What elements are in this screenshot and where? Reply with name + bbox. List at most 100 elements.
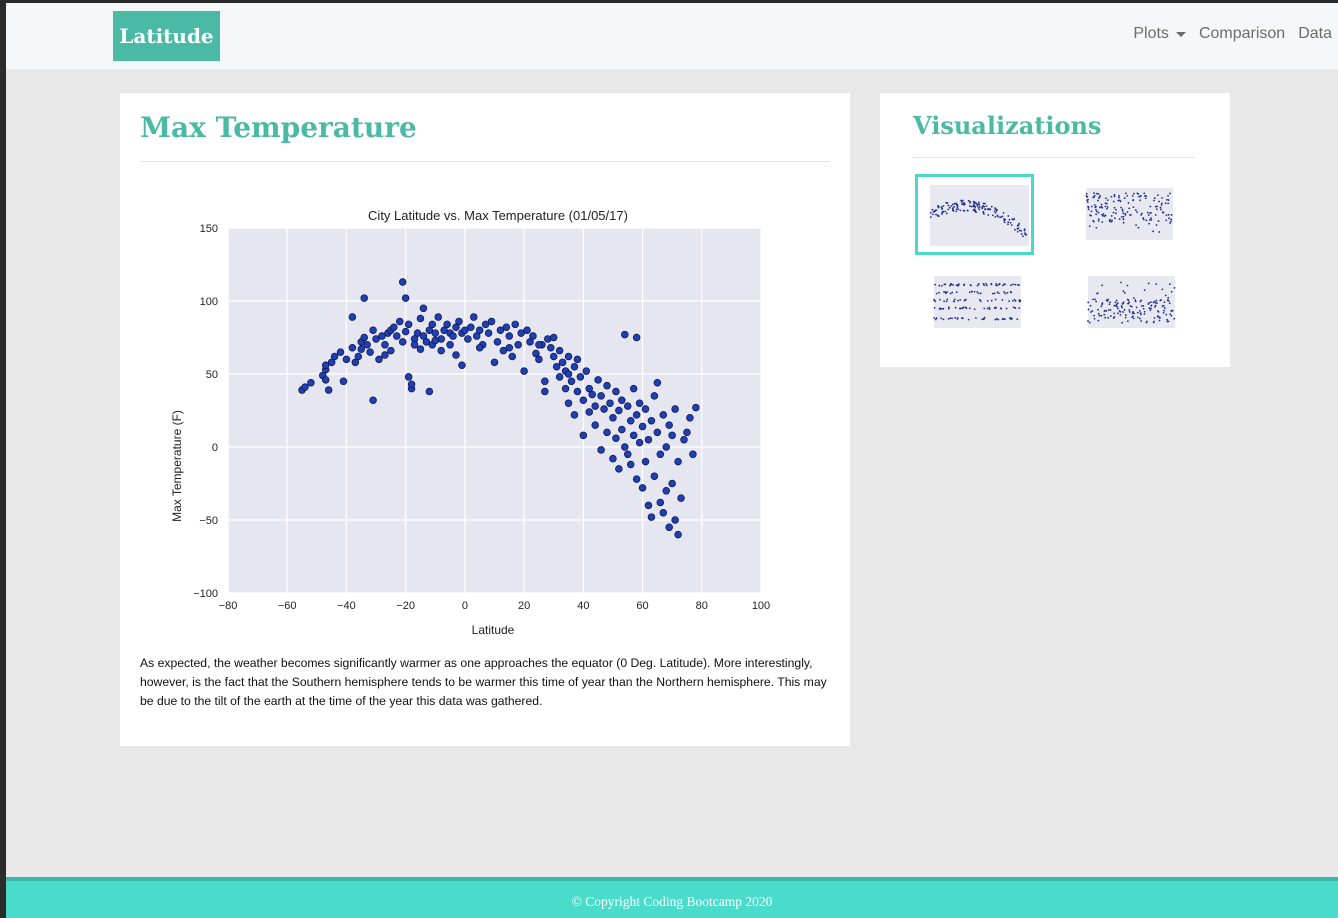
thumbnail-plot xyxy=(933,276,1022,328)
thumbnail-point xyxy=(1103,310,1106,312)
thumbnail-point xyxy=(961,307,964,310)
thumbnail-point xyxy=(959,209,962,212)
thumbnail-point xyxy=(934,300,937,303)
thumbnail-point xyxy=(1122,290,1125,293)
thumbnail-point xyxy=(1023,229,1026,232)
thumbnail-max-temperature[interactable] xyxy=(915,174,1034,255)
thumbnail-point xyxy=(1163,309,1165,312)
thumbnail-point xyxy=(979,298,981,301)
thumbnail-point xyxy=(1023,228,1026,231)
thumbnail-point xyxy=(973,209,976,212)
thumbnail-point xyxy=(1010,224,1013,226)
data-point xyxy=(541,387,549,396)
thumbnail-point xyxy=(957,283,960,286)
data-point xyxy=(381,341,389,349)
thumbnail-point xyxy=(1139,195,1141,198)
data-point xyxy=(407,380,416,388)
data-point xyxy=(499,346,508,355)
data-point xyxy=(440,326,448,334)
thumbnail-point xyxy=(1014,300,1017,302)
data-point xyxy=(348,343,357,352)
thumbnail-point xyxy=(944,283,947,286)
data-point xyxy=(641,405,650,413)
thumbnail-point xyxy=(1155,299,1158,302)
title-divider xyxy=(140,161,830,162)
data-point xyxy=(307,379,315,387)
visualizations-card: Visualizations xyxy=(880,93,1230,367)
thumbnail-point xyxy=(1019,299,1021,302)
y-tick-label: 0 xyxy=(212,442,218,454)
thumbnail-point xyxy=(1113,195,1116,198)
thumbnail-point xyxy=(1122,302,1125,305)
sidebar-title: Visualizations xyxy=(913,111,1102,140)
thumbnail-plot xyxy=(1087,276,1176,328)
data-point xyxy=(401,327,410,336)
brand-logo-link[interactable]: Latitude xyxy=(113,11,220,61)
data-point xyxy=(416,314,425,323)
data-point xyxy=(665,421,673,429)
data-point xyxy=(443,320,451,329)
thumbnail-plot xyxy=(929,185,1029,246)
thumbnail-point xyxy=(1107,316,1110,319)
data-point xyxy=(671,516,679,524)
thumbnail-point xyxy=(1167,299,1170,302)
thumbnail-point xyxy=(997,318,1000,321)
data-point xyxy=(653,428,662,437)
thumbnail-point xyxy=(976,204,979,206)
thumbnail-point xyxy=(947,204,950,207)
thumbnail-point xyxy=(1122,218,1125,221)
thumbnail-point xyxy=(947,307,950,310)
thumbnail-point xyxy=(1137,316,1139,319)
data-point xyxy=(446,341,454,349)
thumbnail-point xyxy=(947,208,950,211)
data-point xyxy=(467,323,475,332)
thumbnail-point xyxy=(1150,219,1153,221)
thumbnail-point xyxy=(991,292,994,295)
thumbnail-point xyxy=(1161,211,1164,214)
data-point xyxy=(419,332,428,340)
data-point xyxy=(641,457,650,466)
thumbnail-humidity[interactable] xyxy=(1081,180,1181,252)
data-point xyxy=(564,352,573,361)
data-point xyxy=(369,326,377,334)
data-point xyxy=(689,450,697,459)
thumbnail-point xyxy=(1123,197,1126,200)
thumbnail-point xyxy=(1113,217,1116,220)
nav-plots-dropdown[interactable]: Plots xyxy=(1133,25,1186,43)
thumbnail-point xyxy=(1120,305,1123,307)
data-point xyxy=(624,402,632,410)
thumbnail-point xyxy=(1116,305,1119,308)
thumbnail-point xyxy=(1092,298,1094,301)
thumbnail-point xyxy=(964,298,967,301)
data-point xyxy=(662,443,670,451)
thumbnail-point xyxy=(976,284,979,287)
thumbnail-point xyxy=(1147,214,1150,216)
nav-links: Plots Comparison Data xyxy=(1133,25,1332,43)
thumbnail-point xyxy=(1112,317,1115,319)
thumbnail-point xyxy=(993,292,996,295)
data-point xyxy=(481,320,490,329)
thumbnail-point xyxy=(1131,195,1134,197)
data-point xyxy=(475,326,484,334)
thumbnail-point xyxy=(1093,196,1096,198)
thumbnail-point xyxy=(969,202,971,204)
thumbnail-point xyxy=(1160,204,1163,206)
footer: © Copyright Coding Bootcamp 2020 xyxy=(6,877,1338,918)
thumbnail-point xyxy=(1101,213,1103,216)
data-point xyxy=(508,352,517,361)
nav-data-link[interactable]: Data xyxy=(1298,25,1332,42)
thumbnail-cloudiness[interactable] xyxy=(929,268,1029,340)
thumbnail-wind-speed[interactable] xyxy=(1083,268,1183,340)
thumbnail-point xyxy=(1142,304,1145,307)
thumbnail-point xyxy=(1089,214,1091,217)
thumbnail-point xyxy=(1002,284,1004,287)
chart-title: City Latitude vs. Max Temperature (01/05… xyxy=(368,208,628,223)
y-tick-label: 50 xyxy=(206,369,218,381)
data-point xyxy=(470,313,478,321)
thumbnail-point xyxy=(1087,198,1089,201)
data-point xyxy=(603,381,611,390)
thumbnail-point xyxy=(1133,312,1136,315)
nav-comparison-link[interactable]: Comparison xyxy=(1198,25,1286,42)
thumbnail-point xyxy=(1126,211,1129,213)
thumbnail-point xyxy=(1121,306,1123,309)
